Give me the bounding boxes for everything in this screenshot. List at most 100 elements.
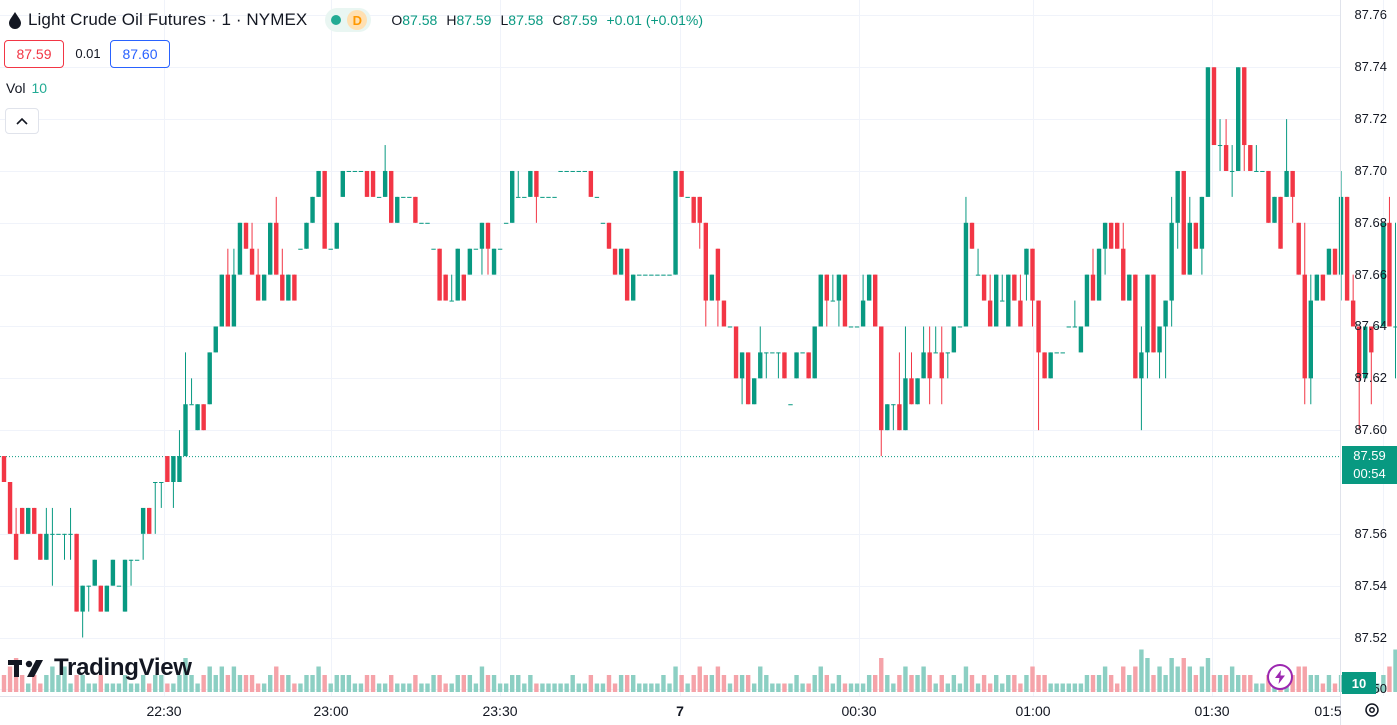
volume-bar — [195, 683, 200, 692]
volume-bar — [140, 675, 146, 692]
candle — [715, 248, 721, 327]
candle-body — [298, 248, 303, 250]
time-axis-label: 01:00 — [1015, 703, 1051, 719]
candle-body — [455, 248, 460, 301]
candle-body — [207, 352, 212, 405]
volume-bar — [38, 683, 43, 692]
candle-body — [1042, 352, 1047, 379]
buy-price-button[interactable]: 87.60 — [110, 40, 170, 68]
candle — [739, 352, 745, 405]
candle — [1302, 222, 1307, 405]
candle — [310, 196, 315, 223]
data-delay-badge[interactable]: D — [347, 10, 368, 30]
candle — [588, 170, 594, 197]
volume-bar — [582, 683, 587, 692]
sell-price-button[interactable]: 87.59 — [4, 40, 64, 68]
volume-bar — [1332, 683, 1338, 692]
candle — [836, 274, 842, 327]
candle-body — [558, 170, 563, 172]
candle — [292, 274, 297, 301]
candle — [564, 170, 569, 172]
candle-body — [467, 248, 473, 275]
candle-body — [1387, 222, 1392, 327]
symbol-legend: Light Crude Oil Futures · 1 · NYMEX D O8… — [8, 6, 703, 34]
candle-body — [419, 222, 424, 224]
candle-body — [334, 222, 339, 249]
candle-body — [794, 352, 799, 379]
candle-body — [927, 352, 932, 379]
collapse-legend-button[interactable] — [5, 108, 39, 134]
tradingview-logo[interactable]: TradingView — [8, 654, 192, 682]
volume-bar — [128, 683, 134, 692]
volume-bar — [1338, 675, 1344, 692]
candle — [1326, 248, 1332, 275]
candle — [1229, 145, 1235, 197]
volume-bar — [1012, 675, 1017, 692]
volume-bar — [655, 683, 660, 692]
candle-body — [437, 248, 442, 301]
candle — [364, 170, 370, 197]
volume-bar — [1006, 675, 1011, 692]
volume-bar — [909, 675, 914, 692]
candle — [449, 274, 454, 302]
lightning-button[interactable] — [1267, 664, 1293, 690]
candle-body — [685, 196, 690, 198]
candle-body — [62, 533, 67, 535]
candle-body — [328, 248, 333, 250]
volume-bar — [485, 675, 491, 692]
volume-bar — [1326, 675, 1332, 692]
candle — [431, 248, 436, 250]
candle-body — [274, 222, 279, 275]
candle-body — [612, 248, 618, 275]
volume-bar — [1084, 675, 1090, 692]
candle — [26, 507, 31, 534]
candle-body — [788, 404, 793, 406]
volume-bar — [939, 675, 944, 692]
candle-body — [987, 300, 993, 327]
spread-value: 0.01 — [70, 40, 106, 66]
candle — [1175, 170, 1180, 249]
candle-body — [528, 170, 533, 197]
volume-bar — [370, 675, 376, 692]
candle-body — [1096, 248, 1102, 301]
candle — [776, 352, 781, 379]
time-axis-label: 23:30 — [482, 703, 518, 719]
volume-bar — [1236, 675, 1241, 692]
candle-body — [322, 170, 327, 249]
candle — [1024, 248, 1029, 301]
candle-body — [286, 274, 291, 301]
candle-body — [1, 456, 7, 482]
market-status-pill[interactable]: D — [325, 8, 372, 32]
volume-bar — [1248, 675, 1253, 692]
candle — [927, 326, 932, 405]
volume-bar — [437, 675, 442, 692]
candle — [909, 352, 914, 405]
candle — [655, 274, 660, 276]
volume-bar — [1078, 683, 1084, 692]
price-axis-label: 87.76 — [1354, 7, 1387, 23]
symbol-title[interactable]: Light Crude Oil Futures · 1 · NYMEX — [28, 10, 308, 29]
candle-body — [74, 533, 79, 612]
candle — [752, 378, 757, 405]
candle — [62, 533, 67, 560]
candle — [794, 352, 799, 379]
candle — [249, 222, 255, 275]
volume-bar — [854, 683, 860, 692]
candle — [1181, 170, 1186, 275]
volume-bar — [1102, 666, 1108, 692]
candle — [68, 507, 73, 560]
candle — [873, 274, 878, 327]
volume-bar — [1393, 649, 1397, 692]
settings-gear-icon[interactable] — [1362, 700, 1382, 720]
candle — [419, 222, 424, 224]
candle-body — [1393, 326, 1397, 328]
candle-body — [1115, 222, 1120, 249]
volume-bar — [673, 666, 678, 692]
candle-body — [479, 222, 485, 249]
candle-body — [128, 559, 134, 561]
candle-body — [703, 222, 708, 301]
candle — [600, 222, 606, 224]
volume-bar — [334, 675, 339, 692]
candle-body — [316, 170, 321, 197]
